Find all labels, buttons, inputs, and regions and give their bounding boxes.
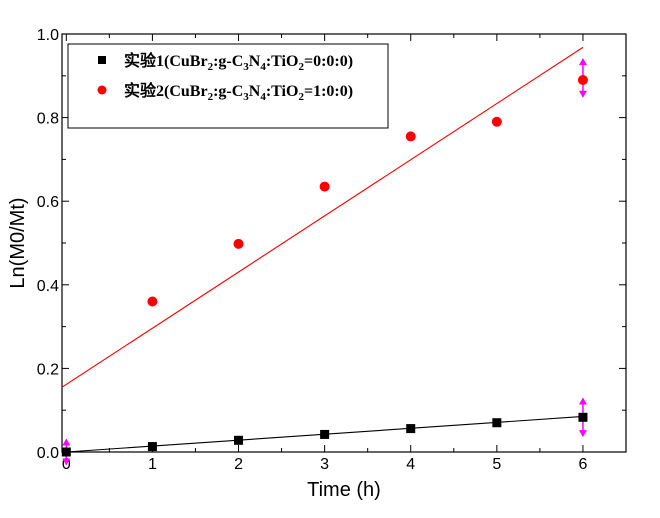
legend-text-part: 实验2(CuBr (124, 81, 208, 100)
data-point-series-1 (147, 442, 157, 452)
data-point-series-2 (491, 116, 502, 127)
legend-text-part: N (249, 83, 261, 100)
legend-text-part: :TiO (266, 83, 299, 100)
legend-box (67, 43, 389, 129)
legend-text-part: 实验1(CuBr (124, 51, 208, 70)
y-tick-label: 1.0 (37, 27, 59, 44)
data-point-series-2 (319, 181, 330, 192)
legend-text-part: 2 (298, 61, 304, 73)
data-point-series-1 (406, 424, 416, 434)
legend-text-part: :g-C (213, 83, 243, 100)
x-tick-label: 1 (148, 456, 157, 473)
y-tick-label: 0.2 (37, 361, 59, 378)
legend-text-part: :g-C (213, 53, 243, 70)
y-tick-label: 0.8 (37, 111, 59, 128)
y-tick-label: 0.6 (37, 194, 59, 211)
legend-text-part: 3 (243, 91, 249, 103)
error-cap-top-series-2 (578, 58, 587, 66)
y-tick-label: 0.0 (37, 445, 59, 462)
y-axis-title: Ln(M0/Mt) (7, 197, 29, 288)
legend-text-part: =1:0:0) (304, 83, 353, 100)
data-point-series-1 (492, 418, 502, 428)
error-cap-bottom-series-1 (62, 458, 71, 466)
data-point-series-2 (233, 238, 244, 249)
fit-line-series-2 (61, 46, 584, 388)
legend-text-part: 4 (260, 61, 266, 73)
legend-label-series-2: 实验2(CuBr2:g-C3N4:TiO2=1:0:0) (124, 81, 353, 103)
y-tick-labels: 0.0 0.2 0.4 0.6 0.8 1.0 (37, 27, 59, 462)
data-point-series-1 (61, 447, 71, 457)
legend-text-part: 4 (260, 91, 266, 103)
legend-text-part: 2 (208, 61, 214, 73)
legend-text-part: N (249, 53, 261, 70)
data-point-series-1 (320, 429, 330, 439)
legend-marker-series-2 (97, 85, 107, 95)
legend-label-series-1: 实验1(CuBr2:g-C3N4:TiO2=0:0:0) (124, 51, 353, 73)
y-tick-label: 0.4 (37, 278, 59, 295)
data-point-series-2 (147, 296, 158, 307)
error-cap-bottom-series-2 (578, 90, 587, 98)
x-tick-label: 5 (492, 456, 501, 473)
x-tick-labels: 0123456 (62, 456, 588, 473)
legend-text-part: :TiO (266, 53, 299, 70)
x-tick-label: 6 (578, 456, 587, 473)
legend-text-part: 2 (298, 91, 304, 103)
data-point-series-2 (405, 131, 416, 142)
data-point-series-1 (578, 412, 588, 422)
legend: 实验1(CuBr2:g-C3N4:TiO2=0:0:0) 实验2(CuBr2:g… (67, 43, 389, 129)
x-tick-label: 2 (234, 456, 243, 473)
data-point-series-2 (577, 74, 588, 85)
error-cap-top-series-1 (578, 397, 587, 405)
x-tick-label: 3 (320, 456, 329, 473)
data-point-series-1 (234, 435, 244, 445)
legend-marker-series-1 (98, 56, 106, 64)
legend-text-part: =0:0:0) (304, 53, 353, 70)
legend-text-part: 3 (243, 61, 249, 73)
x-tick-label: 4 (406, 456, 415, 473)
error-cap-top-series-1 (62, 438, 71, 446)
error-cap-bottom-series-1 (578, 430, 587, 438)
data-markers (61, 74, 588, 457)
x-axis-title: Time (h) (307, 479, 381, 501)
legend-text-part: 2 (208, 91, 214, 103)
